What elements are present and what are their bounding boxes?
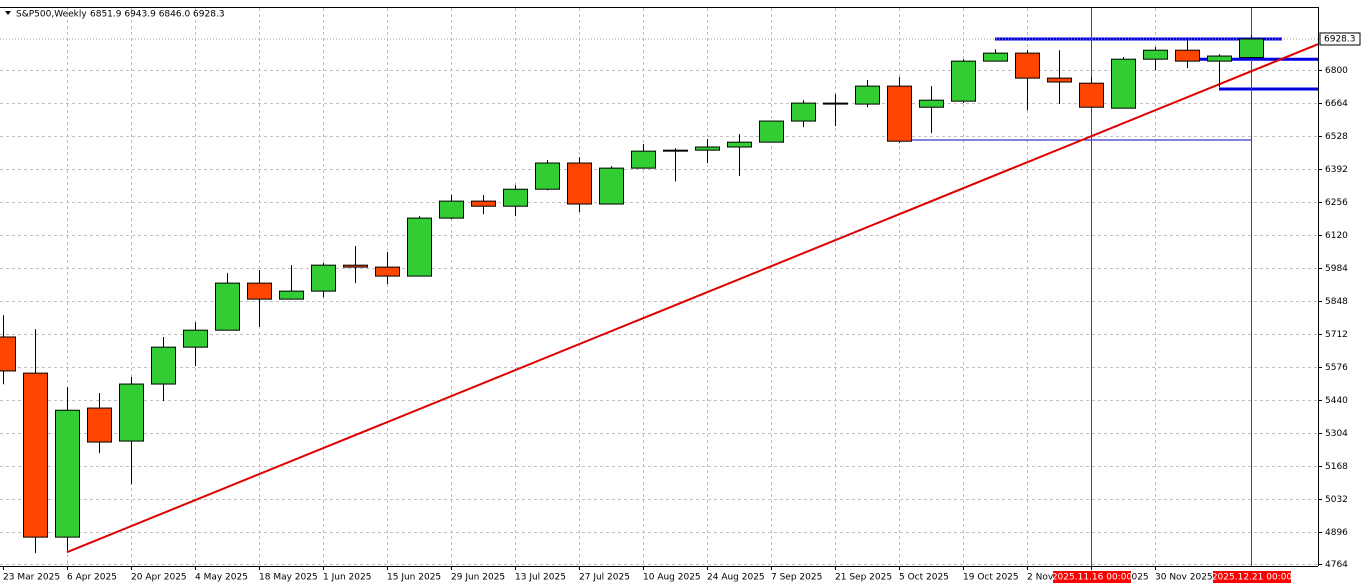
candle-body bbox=[151, 346, 176, 385]
candle-body bbox=[887, 85, 912, 142]
vline-label-box bbox=[1213, 571, 1291, 583]
candle-body bbox=[215, 282, 240, 331]
candle-body bbox=[439, 200, 464, 219]
vline-label: 2025.11.16 00:00 bbox=[1052, 573, 1133, 583]
chart-title: S&P500,Weekly bbox=[16, 10, 87, 20]
candle-body bbox=[791, 102, 816, 122]
y-tick-label: 5032 bbox=[1325, 495, 1348, 505]
candle-body bbox=[919, 99, 944, 108]
candle-body bbox=[983, 52, 1008, 62]
candle-body bbox=[343, 264, 368, 268]
y-tick-label: 5848 bbox=[1325, 297, 1348, 307]
candle-body bbox=[567, 162, 592, 205]
y-tick-label: 5168 bbox=[1325, 462, 1348, 472]
x-tick-label: 24 Aug 2025 bbox=[707, 573, 765, 583]
x-tick-label: 21 Sep 2025 bbox=[835, 573, 892, 583]
x-tick-label: 30 Nov 2025 bbox=[1155, 573, 1213, 583]
labels: 4764 4896 5032 5168 5304 5440 5576 5712 5848 5984… bbox=[3, 32, 1361, 583]
x-tick-label: 1 Jun 2025 bbox=[323, 573, 371, 583]
candle-body bbox=[0, 336, 16, 372]
candle-body bbox=[247, 282, 272, 300]
candle-body bbox=[1207, 55, 1232, 62]
x-tick-label: 18 May 2025 bbox=[259, 573, 318, 583]
candle-body bbox=[471, 200, 496, 207]
ohlc-label: 6851.9 6943.9 6846.0 6928.3 bbox=[90, 10, 225, 20]
x-tick-label: 5 Oct 2025 bbox=[899, 573, 949, 583]
candle-body bbox=[1047, 77, 1072, 83]
y-tick-label: 6120 bbox=[1325, 231, 1348, 241]
trendline bbox=[66, 43, 1319, 554]
y-tick-label: 6664 bbox=[1325, 99, 1348, 109]
candle-body bbox=[87, 407, 112, 443]
x-tick-label: 4 May 2025 bbox=[195, 573, 248, 583]
candle-body bbox=[1111, 58, 1136, 109]
menu-arrow[interactable] bbox=[5, 11, 11, 15]
candle-body bbox=[599, 167, 624, 205]
x-tick-label: 7 Sep 2025 bbox=[771, 573, 822, 583]
candle-body bbox=[727, 141, 752, 148]
candle-body bbox=[1175, 49, 1200, 62]
candle-body bbox=[695, 146, 720, 151]
candle-body bbox=[311, 264, 336, 292]
y-tick-label: 6800 bbox=[1325, 66, 1348, 76]
y-tick-label: 5576 bbox=[1325, 363, 1348, 373]
candle-body bbox=[55, 409, 80, 538]
candle-body bbox=[279, 290, 304, 300]
candle-body bbox=[503, 188, 528, 207]
y-tick-label: 5984 bbox=[1325, 264, 1348, 274]
candle-body bbox=[823, 102, 848, 105]
candle-body bbox=[951, 60, 976, 102]
candles bbox=[0, 35, 1264, 554]
price-label: 6928.3 bbox=[1324, 34, 1356, 44]
x-tick-label: 23 Mar 2025 bbox=[3, 573, 60, 583]
x-tick-label: 15 Jun 2025 bbox=[387, 573, 441, 583]
x-tick-label: 6 Apr 2025 bbox=[67, 573, 117, 583]
y-tick-label: 5440 bbox=[1325, 396, 1348, 406]
candle-body bbox=[759, 120, 784, 143]
x-tick-label: 2 Nov 2025 bbox=[1027, 573, 1079, 583]
y-tick-label: 4764 bbox=[1325, 560, 1348, 570]
y-tick-label: 5712 bbox=[1325, 330, 1348, 340]
candle-body bbox=[663, 149, 688, 152]
candle-body bbox=[119, 383, 144, 442]
vline-label-box bbox=[1053, 571, 1131, 583]
y-tick-label: 4896 bbox=[1325, 528, 1348, 538]
candle-body bbox=[855, 85, 880, 105]
candle-body bbox=[1143, 49, 1168, 60]
y-tick-label: 6528 bbox=[1325, 132, 1348, 142]
vline-label: 2025.12.21 00:00 bbox=[1212, 573, 1293, 583]
x-tick-label: 10 Aug 2025 bbox=[643, 573, 701, 583]
candle-body bbox=[535, 162, 560, 190]
y-tick-label: 5304 bbox=[1325, 429, 1348, 439]
y-tick-label: 6392 bbox=[1325, 165, 1348, 175]
y-tick-label: 6256 bbox=[1325, 198, 1348, 208]
candle-body bbox=[1239, 38, 1264, 59]
candle-body bbox=[1079, 82, 1104, 108]
x-tick-label: 27 Jul 2025 bbox=[579, 573, 630, 583]
x-tick-label: 13 Jul 2025 bbox=[515, 573, 566, 583]
x-tick-label: 20 Apr 2025 bbox=[131, 573, 187, 583]
x-tick-label: 19 Oct 2025 bbox=[963, 573, 1019, 583]
candle-body bbox=[375, 266, 400, 277]
price-box bbox=[1319, 32, 1361, 46]
candle-body bbox=[183, 329, 208, 348]
candle-body bbox=[407, 217, 432, 277]
candle-body bbox=[631, 150, 656, 169]
candle-body bbox=[1015, 52, 1040, 79]
candle-body bbox=[23, 372, 48, 538]
x-tick-label: 29 Jun 2025 bbox=[451, 573, 505, 583]
